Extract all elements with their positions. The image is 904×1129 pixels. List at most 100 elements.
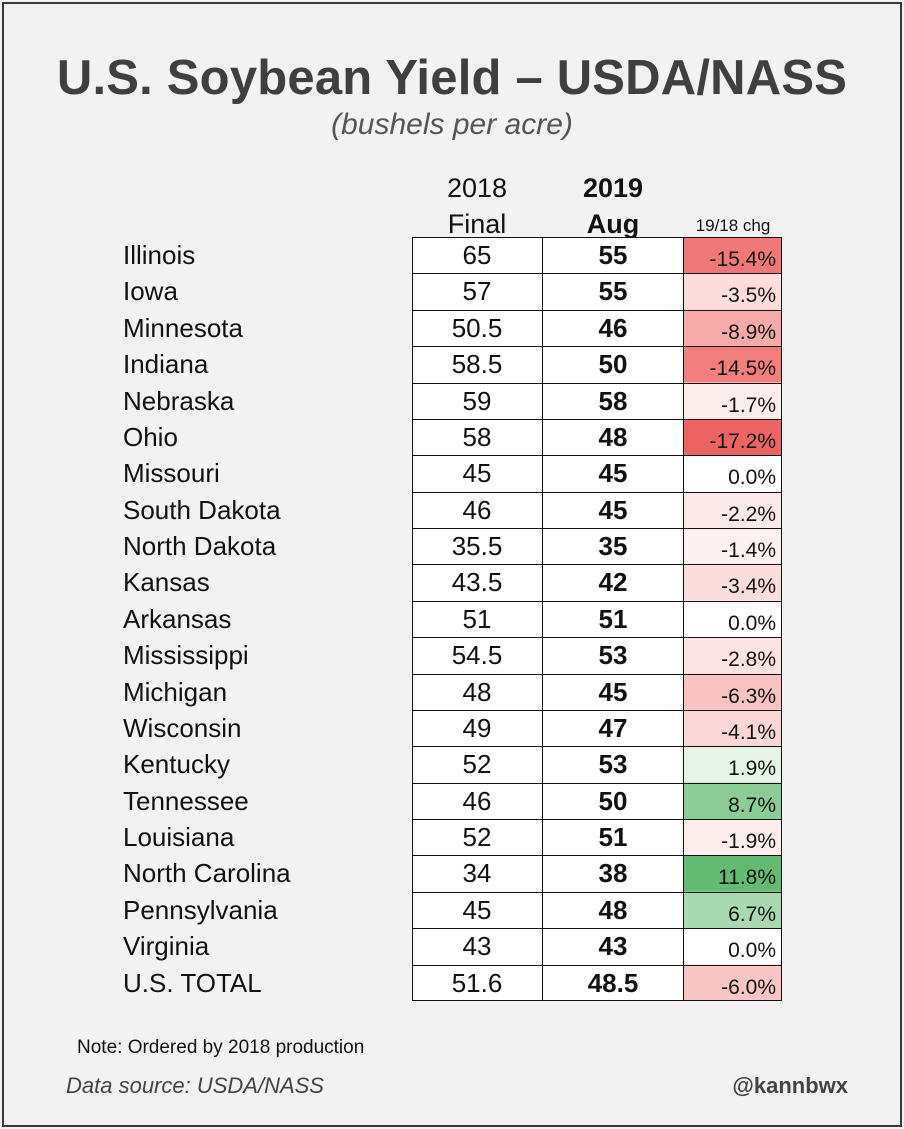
row-change-value: 0.0% [728,611,776,635]
row-change-value: 6.7% [728,902,776,926]
row-state-label: Kansas [123,567,210,598]
row-background [412,746,683,783]
row-change-value: 0.0% [728,466,776,490]
change-heat-cell [683,564,781,601]
change-heat-cell [683,455,781,492]
row-state-label: North Carolina [123,858,291,889]
row-value-2019: 51 [598,822,628,853]
author-handle: @kannbwx [732,1073,848,1098]
row-change-value: -1.7% [721,393,776,417]
change-heat-cell [683,819,781,856]
column-header-2019: 2019 Aug [543,170,683,242]
change-heat-cell [683,782,781,820]
row-change-value: -6.0% [721,975,776,999]
row-change-value: -1.9% [721,830,776,854]
row-value-2018: 52 [462,749,492,780]
row-value-2019: 43 [598,931,628,962]
row-background [412,455,683,492]
chart-title: U.S. Soybean Yield – USDA/NASS [56,51,848,105]
row-value-2018: 46 [462,494,492,525]
change-heat-cell [683,673,781,710]
row-value-2018: 51.6 [451,967,503,998]
row-value-2018: 35.5 [451,531,503,562]
row-value-2019: 55 [598,240,628,270]
change-heat-cell [683,964,781,1001]
row-value-2019: 55 [598,276,628,307]
row-background [412,709,683,747]
row-state-label: Wisconsin [123,712,242,743]
column-header-change: 19/18 chg [695,216,771,235]
column-header-2018: 2018 Final [412,170,542,242]
row-value-2019: 58 [598,385,628,416]
change-heat-cell [683,928,781,965]
row-change-value: -2.8% [721,648,776,672]
change-heat-cell [683,746,781,783]
row-change-value: -8.9% [721,320,776,344]
row-value-2018: 49 [462,712,492,743]
row-state-label: Iowa [123,276,178,307]
data-source: Data source: USDA/NASS [66,1073,324,1098]
chart-subtitle: (bushels per acre) [331,108,573,141]
row-change-value: 0.0% [728,939,776,963]
row-change-value: -4.1% [721,720,776,744]
row-value-2019: 38 [598,858,628,889]
row-state-label: Ohio [123,421,178,452]
change-heat-cell [683,709,781,747]
row-value-2019: 45 [598,676,628,707]
row-value-2018: 52 [462,822,492,853]
row-background [412,273,683,310]
row-value-2018: 45 [462,458,492,489]
row-value-2019: 48.5 [587,967,639,998]
row-value-2018: 34 [462,858,492,889]
change-heat-cell [683,273,781,310]
row-state-label: Missouri [123,458,220,489]
row-value-2018: 43 [462,931,492,962]
row-change-value: -15.4% [709,248,776,271]
row-background [412,418,683,456]
row-state-label: Louisiana [123,822,235,853]
row-value-2019: 50 [598,785,628,816]
row-background [412,600,683,638]
change-heat-cell [683,855,781,892]
row-background [412,928,683,965]
row-value-2019: 45 [598,458,628,489]
row-value-2018: 58 [462,421,492,452]
row-value-2019: 35 [598,531,628,562]
row-state-label: Pennsylvania [123,894,278,925]
row-value-2019: 46 [598,312,628,343]
row-change-value: -17.2% [709,429,776,453]
row-value-2018: 54.5 [451,640,503,671]
row-change-value: -1.4% [721,539,776,563]
row-value-2019: 51 [598,603,628,634]
change-heat-cell [683,491,781,529]
row-background [412,637,683,674]
table-svg [412,237,782,1001]
row-value-2019: 53 [598,749,628,780]
row-background [412,964,683,1001]
change-heat-cell [683,528,781,565]
row-background [412,564,683,601]
change-heat-cell [683,637,781,674]
footnote: Note: Ordered by 2018 production [77,1037,365,1058]
row-change-value: -6.3% [721,684,776,708]
row-state-label: Tennessee [123,785,249,816]
change-heat-cell [683,418,781,456]
column-header-2018-label: Final [447,209,507,239]
row-state-label: Nebraska [123,385,235,416]
column-header-2018-year: 2018 [446,173,508,203]
row-background [412,782,683,820]
row-state-label: Mississippi [123,640,249,671]
row-value-2018: 59 [462,385,492,416]
row-background [412,382,683,419]
row-value-2019: 48 [598,421,628,452]
row-change-value: 11.8% [718,866,776,890]
row-change-value: 8.7% [728,793,776,817]
row-value-2019: 45 [598,494,628,525]
change-heat-cell [683,382,781,419]
row-state-label: Illinois [123,240,196,270]
row-state-label: Virginia [123,931,210,962]
row-state-label: Indiana [123,349,209,380]
column-header-2019-label: Aug [586,209,640,239]
row-value-2018: 58.5 [451,349,503,380]
row-value-2018: 45 [462,894,492,925]
